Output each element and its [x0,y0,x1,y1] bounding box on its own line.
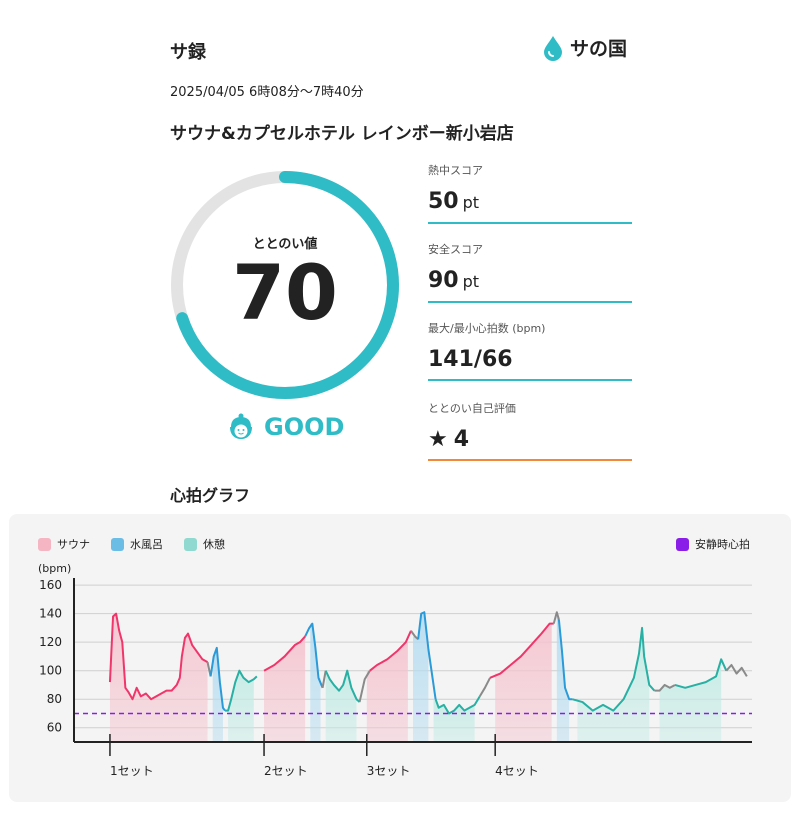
metric-label: 熱中スコア [428,164,483,177]
series-line-sauna [489,622,554,679]
metric-underline [428,222,632,224]
series-line-rest [225,669,258,712]
set-label: 1セット [110,764,154,778]
series-line-other [478,677,491,697]
series-line-other [321,670,327,688]
y-tick-label: 160 [39,578,62,592]
metric-number: 4 [453,427,470,452]
totonoi-score-ring [171,171,399,399]
phase-band-water [212,647,223,742]
metric-self-evaluation: ととのい自己評価 ★ 4 [428,400,632,461]
legend-label: サウナ [57,538,90,551]
grade-text: GOOD [264,413,345,441]
metric-number: 90 [428,268,459,293]
score-label: ととのい値 [252,237,318,252]
metric-value: 141/66 [428,346,632,374]
y-tick-label: 140 [39,607,62,621]
metric-unit: pt [462,193,480,212]
series-line-water [304,622,324,689]
series-line-sauna [263,635,306,672]
series-line-water [209,646,226,712]
heart-rate-graph-title: 心拍グラフ [170,486,251,505]
grade-badge: GOOD [226,412,344,442]
metric-number: 141/66 [428,347,513,372]
set-label: 2セット [264,764,308,778]
set-label: 4セット [495,764,539,778]
facility-name: サウナ&カプセルホテル レインボー新小岩店 [170,124,514,144]
metric-safety-score: 安全スコア 90 pt [428,241,632,303]
series-line-other [654,683,676,692]
legend-swatch [676,537,689,551]
metric-unit: pt [462,272,480,291]
set-label: 3セット [367,764,411,778]
metric-value: 90 pt [428,267,632,296]
series-line-other [358,670,371,703]
series-line-rest [434,695,481,715]
y-tick-label: 100 [39,664,62,678]
legend-label: 休憩 [203,538,225,551]
metric-heart-rate-range: 最大/最小心拍数 (bpm) 141/66 [428,320,632,381]
page-title: サ録 [170,42,206,63]
series-line-water [417,611,437,700]
y-tick-label: 60 [47,721,62,735]
session-datetime: 2025/04/05 6時08分〜7時40分 [170,85,364,100]
series-line-other [725,663,748,677]
legend-swatch [184,537,197,551]
legend-label: 水風呂 [130,538,163,551]
legend-swatch [111,537,124,551]
series-line-rest [571,626,656,712]
phase-band-sauna [495,623,552,742]
phase-band-sauna [366,642,408,742]
brand-logo[interactable]: サの国 [542,34,627,61]
phase-band-rest [659,659,722,742]
legend-water-bath: 水風呂 [111,536,163,552]
phase-band-rest [577,627,650,742]
series-line-other [552,611,560,624]
metric-label: ととのい自己評価 [428,402,516,415]
metric-value: 50 pt [428,188,632,217]
metric-number: 50 [428,189,459,214]
phase-band-water [310,623,321,742]
sauna-hat-face-icon [230,413,252,439]
y-tick-label: 120 [39,635,62,649]
y-axis-label: (bpm) [38,562,71,575]
legend-resting-heart-rate: 安静時心拍 [676,536,750,552]
legend-label: 安静時心拍 [695,538,750,551]
metric-heat-score: 熱中スコア 50 pt [428,162,632,224]
phase-band-sauna [264,636,306,742]
water-drop-icon [544,35,562,61]
series-line-rest [674,658,728,689]
metric-underline [428,379,632,381]
legend-sauna: サウナ [38,536,90,552]
metric-value: ★ 4 [428,426,632,454]
score-value: 70 [232,248,338,337]
brand-logo-text: サの国 [570,38,628,60]
legend-rest: 休憩 [184,536,225,552]
series-line-rest [324,669,361,703]
series-line-sauna [108,612,209,701]
phase-band-sauna [109,613,208,742]
series-line-other [410,630,419,641]
score-ring-progress [171,171,399,399]
legend-swatch [38,537,51,551]
metric-underline [428,301,632,303]
phase-band-rest [433,699,475,742]
series-line-sauna [369,630,412,672]
phase-band-water [556,612,570,742]
metric-underline [428,459,632,461]
star-icon: ★ [428,427,448,452]
phase-band-rest [325,670,357,742]
metric-label: 安全スコア [428,243,483,256]
phase-band-water [413,612,429,742]
metric-label: 最大/最小心拍数 (bpm) [428,322,546,335]
y-tick-label: 80 [47,692,62,706]
series-line-water [557,619,573,701]
